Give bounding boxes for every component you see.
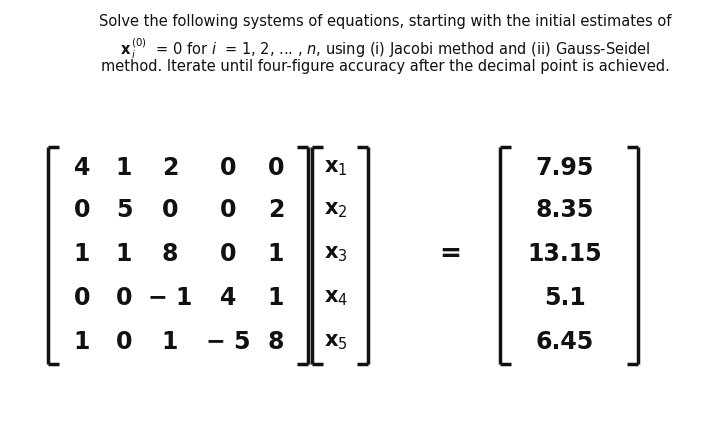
Text: 0: 0	[73, 198, 90, 222]
Text: =: =	[439, 240, 461, 266]
Text: 1: 1	[268, 285, 284, 309]
Text: $\mathbf{x}_3$: $\mathbf{x}_3$	[324, 244, 348, 263]
Text: 1: 1	[74, 241, 90, 265]
Text: 6.45: 6.45	[536, 329, 594, 353]
Text: 0: 0	[116, 329, 132, 353]
Text: $\mathbf{x}_5$: $\mathbf{x}_5$	[324, 331, 348, 351]
Text: 1: 1	[268, 241, 284, 265]
Text: $\mathbf{x}_1$: $\mathbf{x}_1$	[324, 158, 348, 177]
Text: Solve the following systems of equations, starting with the initial estimates of: Solve the following systems of equations…	[99, 14, 671, 29]
Text: − 5: − 5	[206, 329, 251, 353]
Text: 8: 8	[268, 329, 284, 353]
Text: $\mathbf{x}_2$: $\mathbf{x}_2$	[324, 200, 348, 219]
Text: 13.15: 13.15	[528, 241, 603, 265]
Text: − 1: − 1	[148, 285, 192, 309]
Text: 0: 0	[73, 285, 90, 309]
Text: $\mathbf{x}_4$: $\mathbf{x}_4$	[324, 287, 348, 307]
Text: method. Iterate until four-figure accuracy after the decimal point is achieved.: method. Iterate until four-figure accura…	[101, 59, 670, 74]
Text: 7.95: 7.95	[536, 155, 594, 180]
Text: 8.35: 8.35	[536, 198, 594, 222]
Text: 0: 0	[268, 155, 284, 180]
Text: 1: 1	[74, 329, 90, 353]
Text: 4: 4	[220, 285, 236, 309]
Text: 1: 1	[116, 155, 132, 180]
Text: 2: 2	[162, 155, 178, 180]
Text: 0: 0	[220, 198, 236, 222]
Text: 1: 1	[162, 329, 178, 353]
Text: 5.1: 5.1	[544, 285, 586, 309]
Text: 0: 0	[220, 155, 236, 180]
Text: 5: 5	[116, 198, 132, 222]
Text: 0: 0	[116, 285, 132, 309]
Text: 4: 4	[74, 155, 90, 180]
Text: 0: 0	[220, 241, 236, 265]
Text: 1: 1	[116, 241, 132, 265]
Text: 2: 2	[268, 198, 284, 222]
Text: 8: 8	[162, 241, 179, 265]
Text: $\mathbf{x}_{\,i}^{\,(0)}$  = 0 for $i$  = 1, 2, ... , $n$, using (i) Jacobi met: $\mathbf{x}_{\,i}^{\,(0)}$ = 0 for $i$ =…	[120, 36, 650, 60]
Text: 0: 0	[162, 198, 179, 222]
